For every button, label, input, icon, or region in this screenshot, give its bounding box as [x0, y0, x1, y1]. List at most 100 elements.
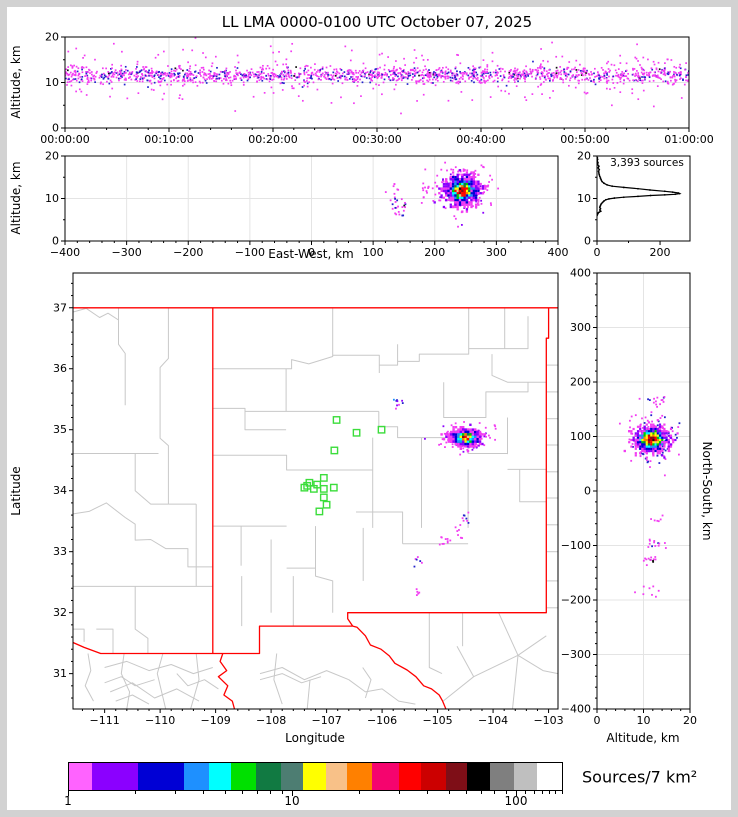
- svg-text:00:20:00: 00:20:00: [248, 133, 297, 146]
- colorbar-minor-tick: [466, 791, 468, 794]
- svg-text:300: 300: [486, 246, 507, 259]
- colorbar-minor-tick: [494, 791, 496, 794]
- colorbar-segment: [347, 763, 372, 790]
- svg-text:37: 37: [53, 301, 67, 314]
- colorbar-minor-tick: [174, 791, 176, 794]
- axes-frame: −400 −300 −200 −100 0 100 200 300 400 0 10 20: [45, 150, 569, 260]
- svg-text:00:30:00: 00:30:00: [352, 133, 401, 146]
- svg-text:10: 10: [577, 192, 591, 205]
- colorbar-minor-tick: [555, 791, 557, 794]
- colorbar-segment: [513, 763, 538, 790]
- svg-text:0: 0: [52, 122, 59, 135]
- svg-text:−109: −109: [201, 714, 231, 727]
- colorbar-minor-tick: [202, 791, 204, 794]
- svg-text:31: 31: [53, 667, 67, 680]
- colorbar-minor-tick: [505, 791, 507, 794]
- svg-text:−110: −110: [145, 714, 175, 727]
- colorbar-minor-tick: [281, 791, 283, 794]
- ew-panel-xlabel: East-West, km: [268, 247, 354, 261]
- colorbar-segment: [208, 763, 232, 790]
- map-xlabel: Longitude: [285, 731, 345, 745]
- svg-text:200: 200: [650, 246, 671, 259]
- svg-text:20: 20: [577, 150, 591, 163]
- svg-text:33: 33: [53, 545, 67, 558]
- colorbar-minor-tick: [533, 791, 535, 794]
- svg-text:00:10:00: 00:10:00: [144, 133, 193, 146]
- svg-text:34: 34: [53, 484, 67, 497]
- colorbar-minor-tick: [561, 791, 563, 794]
- svg-text:00:00:00: 00:00:00: [40, 133, 89, 146]
- colorbar-minor-tick: [135, 791, 137, 794]
- ew-height-points: [384, 161, 500, 228]
- svg-text:36: 36: [53, 362, 67, 375]
- ew-panel-ylabel: Altitude, km: [9, 161, 23, 235]
- svg-text:−107: −107: [311, 714, 341, 727]
- colorbar-segment: [445, 763, 468, 790]
- colorbar-minor-tick: [548, 791, 550, 794]
- ns-height-points: [618, 396, 681, 598]
- map-layers: [73, 307, 558, 709]
- svg-text:10: 10: [45, 76, 59, 89]
- svg-text:01:00:00: 01:00:00: [664, 133, 713, 146]
- colorbar-minor-tick: [398, 791, 400, 794]
- source-count-annotation: 3,393 sources: [610, 157, 684, 169]
- axes-frame: 00:00:00 00:10:00 00:20:00 00:30:00 00:40:00…: [40, 31, 713, 147]
- colorbar-minor-tick: [257, 791, 259, 794]
- colorbar: [68, 762, 563, 791]
- svg-text:0: 0: [584, 235, 591, 248]
- colorbar-minor-tick: [242, 791, 244, 794]
- map-ylabel: Latitude: [9, 466, 23, 516]
- colorbar-segment: [280, 763, 304, 790]
- colorbar-segment: [91, 763, 138, 790]
- svg-text:100: 100: [363, 246, 384, 259]
- colorbar-label: Sources/7 km²: [582, 767, 698, 787]
- colorbar-segment: [231, 763, 256, 790]
- svg-text:0: 0: [52, 235, 59, 248]
- svg-text:−100: −100: [235, 246, 265, 259]
- svg-text:0: 0: [308, 246, 315, 259]
- colorbar-minor-tick: [541, 791, 543, 794]
- svg-text:−200: −200: [173, 246, 203, 259]
- colorbar-minor-tick: [481, 791, 483, 794]
- altitude-profile-curve: [597, 156, 682, 217]
- axes-frame: −111 −110 −109 −108 −107 −106 −105 −104 −103 31 32…: [53, 272, 564, 727]
- svg-text:35: 35: [53, 423, 67, 436]
- svg-text:−300: −300: [112, 246, 142, 259]
- svg-text:−104: −104: [478, 714, 508, 727]
- colorbar-minor-tick: [525, 791, 527, 794]
- colorbar-segment: [184, 763, 209, 790]
- colorbar-tick-label: 100: [504, 794, 528, 808]
- lma-station-markers: [300, 416, 386, 516]
- colorbar-tick-label: 10: [284, 794, 300, 808]
- colorbar-segment: [421, 763, 446, 790]
- colorbar-major-tick: [516, 791, 517, 796]
- svg-text:−111: −111: [90, 714, 120, 727]
- colorbar-segment: [371, 763, 399, 790]
- svg-text:00:40:00: 00:40:00: [456, 133, 505, 146]
- svg-text:−103: −103: [533, 714, 563, 727]
- svg-text:32: 32: [53, 606, 67, 619]
- svg-text:10: 10: [45, 192, 59, 205]
- colorbar-minor-tick: [270, 791, 272, 794]
- colorbar-minor-tick: [426, 791, 428, 794]
- colorbar-segment: [398, 763, 422, 790]
- ns-panel-xlabel: Altitude, km: [606, 731, 680, 745]
- svg-text:−106: −106: [367, 714, 397, 727]
- gridlines: [65, 156, 558, 241]
- axes-frame: 0 200 0 10 20: [577, 150, 691, 259]
- gridlines: [597, 273, 690, 709]
- colorbar-segment: [69, 763, 92, 790]
- colorbar-major-tick: [68, 791, 69, 796]
- colorbar-segment: [137, 763, 185, 790]
- ns-panel-ylabel: North-South, km: [700, 441, 714, 541]
- svg-text:0: 0: [594, 246, 601, 259]
- time-panel-ylabel: Altitude, km: [9, 45, 23, 119]
- colorbar-segment: [467, 763, 491, 790]
- colorbar-minor-tick: [224, 791, 226, 794]
- svg-text:−108: −108: [256, 714, 286, 727]
- figure-title: LL LMA 0000-0100 UTC October 07, 2025: [221, 13, 533, 31]
- svg-text:20: 20: [45, 150, 59, 163]
